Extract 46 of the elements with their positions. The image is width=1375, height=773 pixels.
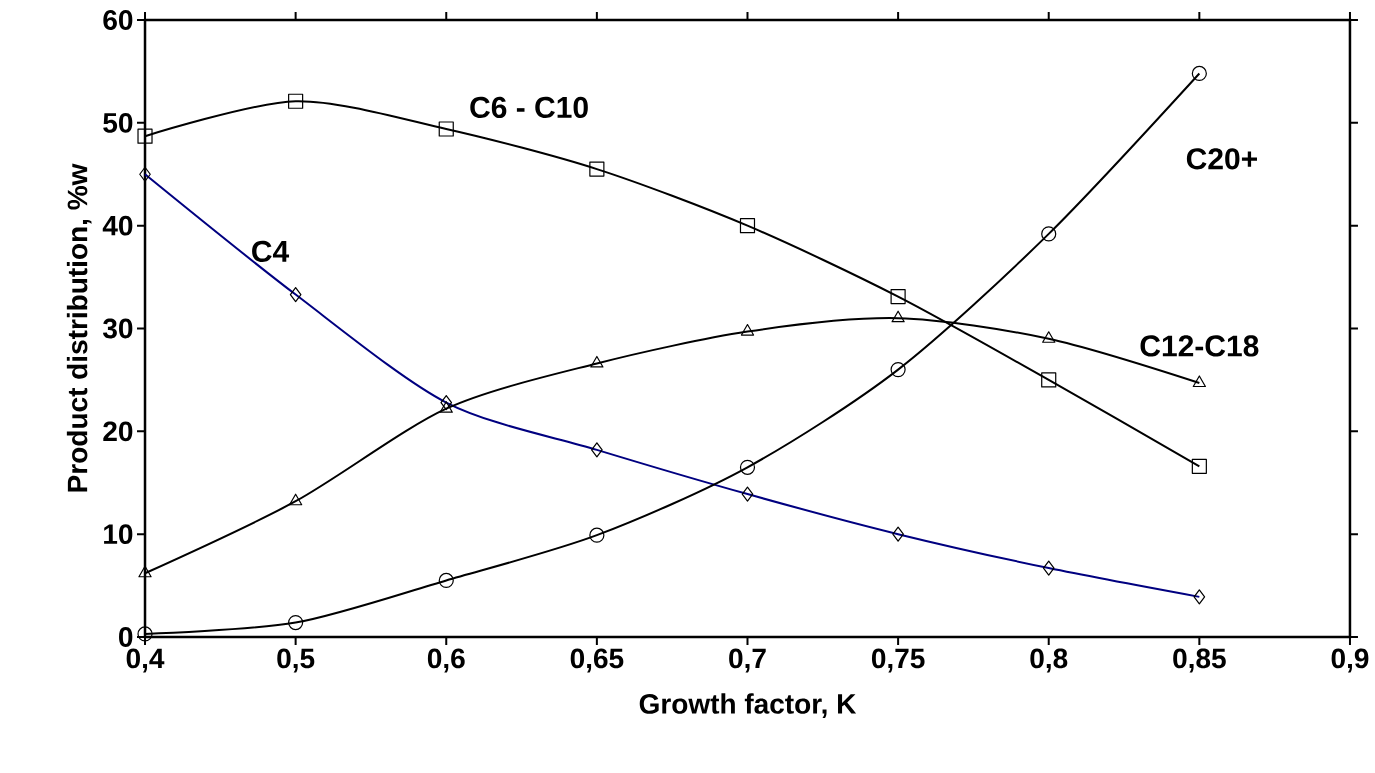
point (1191, 65, 1207, 82)
point (138, 565, 152, 578)
point (891, 310, 905, 323)
series-label: C12-C18 (1140, 335, 1259, 357)
point (739, 459, 756, 475)
y-tick-label: 0 (119, 627, 133, 647)
y-tick-label: 50 (103, 112, 133, 133)
x-tick-label: 0,9 (1331, 648, 1369, 673)
point (590, 355, 604, 368)
point (739, 218, 756, 234)
point (740, 323, 755, 336)
point (1192, 375, 1207, 388)
point (288, 93, 304, 109)
series-label: C4 (252, 240, 290, 262)
y-axis-title: Product distribution, %w (66, 163, 92, 492)
x-tick-label: 0,8 (1030, 648, 1068, 673)
point (1191, 458, 1207, 474)
point (1042, 331, 1056, 343)
point (438, 121, 454, 137)
point (1041, 226, 1057, 242)
y-tick-label: 10 (104, 524, 133, 545)
series-label: C20+ (1186, 148, 1257, 170)
point (589, 527, 605, 543)
x-tick-label: 0,75 (871, 648, 925, 673)
point (1041, 372, 1057, 388)
point (288, 614, 304, 631)
x-tick-label: 0,5 (277, 648, 315, 673)
x-tick-label: 0,85 (1173, 648, 1226, 673)
y-tick-label: 60 (103, 10, 133, 30)
point (589, 161, 605, 177)
x-tick-label: 0,4 (126, 648, 165, 673)
series-label: C6 - C10 (470, 96, 588, 119)
x-tick-label: 0,6 (427, 648, 465, 673)
point (288, 493, 303, 506)
point (890, 362, 906, 378)
point (890, 289, 906, 305)
point (137, 626, 153, 642)
point (137, 128, 153, 144)
point (439, 401, 453, 413)
y-tick-label: 30 (102, 318, 133, 339)
y-tick-label: 20 (103, 421, 133, 442)
x-tick-label: 0,7 (729, 648, 766, 673)
x-tick-label: 0,65 (570, 648, 624, 673)
y-tick-label: 40 (102, 215, 133, 236)
point (438, 572, 454, 589)
x-axis-title: Growth factor, K (639, 693, 857, 718)
